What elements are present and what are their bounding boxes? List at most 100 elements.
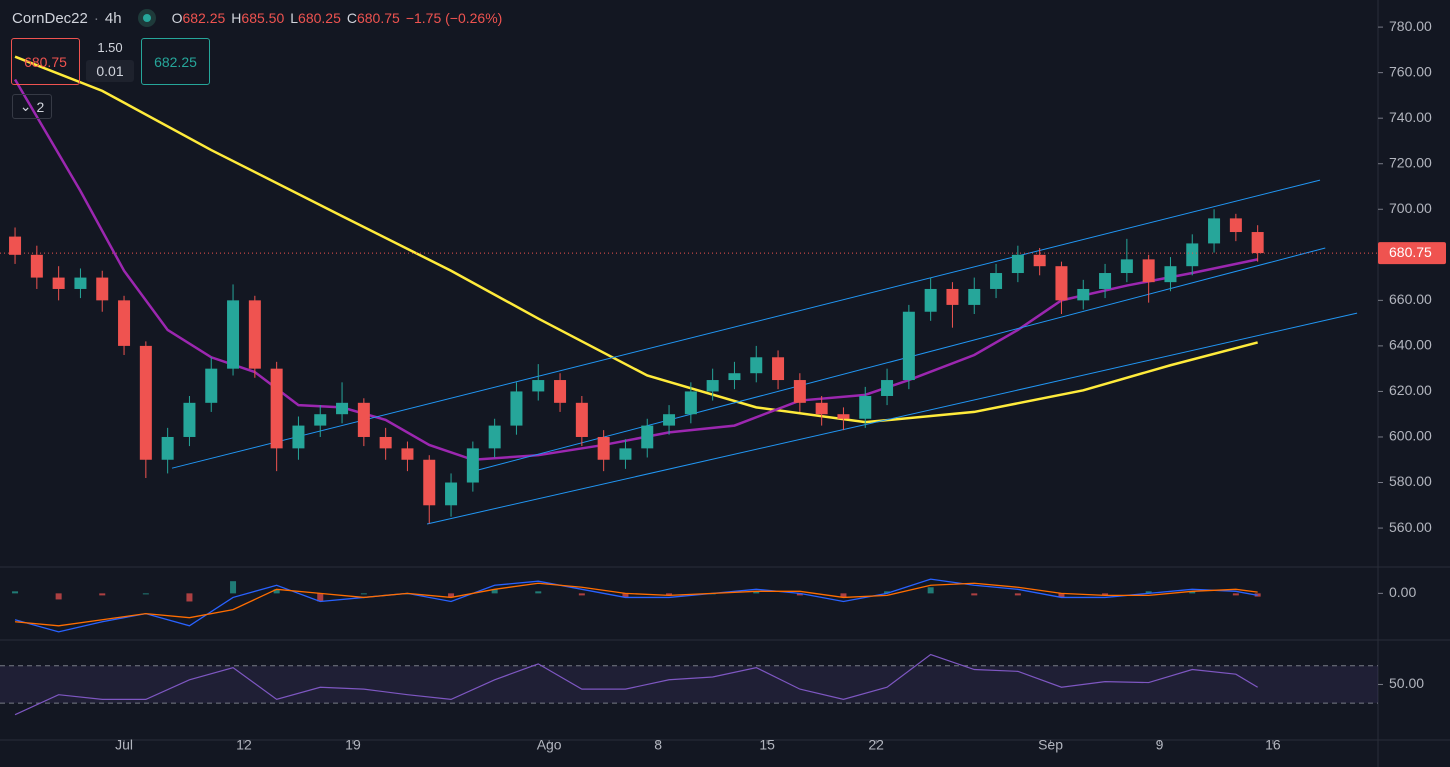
candle-body xyxy=(597,436,610,460)
candle-body xyxy=(139,345,152,460)
macd-histogram-bar xyxy=(448,593,455,598)
channel-line xyxy=(426,312,1358,525)
candle-body xyxy=(772,357,785,381)
candle-body xyxy=(445,482,458,506)
channel-line xyxy=(171,179,1321,469)
candle-body xyxy=(183,402,196,437)
y-tick-label: 0.00 xyxy=(1389,584,1416,600)
macd-histogram-bar xyxy=(971,593,978,596)
macd-histogram-bar xyxy=(1189,591,1196,594)
candle-body xyxy=(663,414,676,426)
macd-histogram-bar xyxy=(666,593,673,596)
candle-body xyxy=(924,288,937,312)
x-tick-label: Jul xyxy=(115,737,133,753)
candle-body xyxy=(575,402,588,437)
candle-body xyxy=(728,373,741,381)
y-tick-label: 780.00 xyxy=(1389,18,1432,34)
rsi-line xyxy=(14,653,1258,716)
y-tick-label: 620.00 xyxy=(1389,382,1432,398)
moving-average xyxy=(13,78,1258,462)
candle-body xyxy=(336,402,349,415)
y-tick-label: 660.00 xyxy=(1389,291,1432,307)
macd-histogram-bar xyxy=(753,591,760,594)
candle-body xyxy=(96,277,109,301)
interval[interactable]: 4h xyxy=(104,9,122,27)
x-tick-label: 16 xyxy=(1265,737,1281,753)
macd-histogram-bar xyxy=(796,593,803,596)
y-tick-label: 640.00 xyxy=(1389,337,1432,353)
candle-body xyxy=(793,380,806,403)
candle-body xyxy=(815,402,828,415)
symbol[interactable]: CornDec22 xyxy=(12,9,88,27)
ohlc-value: 685.50 xyxy=(241,10,285,26)
y-tick-label: 720.00 xyxy=(1389,154,1432,170)
y-tick-label: 580.00 xyxy=(1389,473,1432,489)
macd-histogram-bar xyxy=(142,593,149,595)
candle-body xyxy=(554,380,567,403)
x-tick-label: 19 xyxy=(345,737,361,753)
rsi-band xyxy=(0,665,1378,704)
macd-histogram-bar xyxy=(840,593,847,598)
x-tick-label: 12 xyxy=(236,737,252,753)
candle-body xyxy=(619,448,632,460)
candle-body xyxy=(488,425,501,449)
change: −1.75 (−0.26%) xyxy=(405,10,503,26)
candle-body xyxy=(750,357,763,374)
macd-histogram-bar xyxy=(186,593,193,602)
y-tick-label: 50.00 xyxy=(1389,675,1424,691)
candle-body xyxy=(859,395,872,419)
spread: 1.50 xyxy=(97,39,123,55)
macd-line xyxy=(14,578,1258,633)
candle-body xyxy=(379,436,392,449)
macd-histogram-bar xyxy=(317,593,324,602)
ohlc-key: O xyxy=(171,10,183,26)
candle-body xyxy=(1164,266,1177,283)
x-tick-label: 22 xyxy=(868,737,884,753)
candle-body xyxy=(357,402,370,437)
candle-body xyxy=(1120,259,1133,274)
ohlc-value: 682.25 xyxy=(182,10,226,26)
candle-body xyxy=(837,414,850,419)
sell-button[interactable]: 680.75 xyxy=(11,38,80,85)
macd-histogram-bar xyxy=(578,593,585,596)
candle-body xyxy=(292,425,305,449)
indicators-toggle[interactable]: ⌄ 2 xyxy=(12,94,52,119)
y-tick-label: 560.00 xyxy=(1389,519,1432,535)
y-tick-label: 760.00 xyxy=(1389,63,1432,79)
macd-histogram-bar xyxy=(12,591,19,594)
candle-body xyxy=(270,368,283,449)
candle-body xyxy=(902,311,915,381)
buy-button[interactable]: 682.25 xyxy=(141,38,210,85)
macd-histogram-bar xyxy=(360,593,367,595)
macd-histogram-bar xyxy=(535,591,542,594)
candle-body xyxy=(52,277,65,289)
macd-histogram-bar xyxy=(1145,591,1152,594)
ohlc: O682.25 H685.50 L680.25 C680.75 xyxy=(172,10,400,26)
candle-body xyxy=(9,236,22,255)
macd-histogram-bar xyxy=(622,593,629,598)
candle-body xyxy=(248,300,261,369)
channel-line xyxy=(477,247,1326,471)
candle-body xyxy=(990,273,1003,289)
candle-body xyxy=(1142,259,1155,283)
candle-body xyxy=(510,391,523,426)
candle-body xyxy=(205,368,218,403)
candle-body xyxy=(1251,232,1264,254)
signal-line xyxy=(14,582,1258,627)
macd-histogram-bar xyxy=(1102,593,1109,596)
candle-body xyxy=(1229,218,1242,233)
candle-body xyxy=(466,448,479,483)
moving-average xyxy=(14,55,1258,424)
x-tick-label: Ago xyxy=(537,737,562,753)
candle-body xyxy=(1011,254,1024,274)
macd-histogram-bar xyxy=(230,581,237,594)
y-tick-label: 700.00 xyxy=(1389,200,1432,216)
quantity[interactable]: 0.01 xyxy=(86,60,134,82)
ohlc-value: 680.25 xyxy=(298,10,341,26)
market-status xyxy=(137,9,156,27)
candle-body xyxy=(706,380,719,392)
candle-body xyxy=(1033,254,1046,267)
candle-body xyxy=(227,300,240,369)
macd-histogram-bar xyxy=(1014,593,1021,596)
